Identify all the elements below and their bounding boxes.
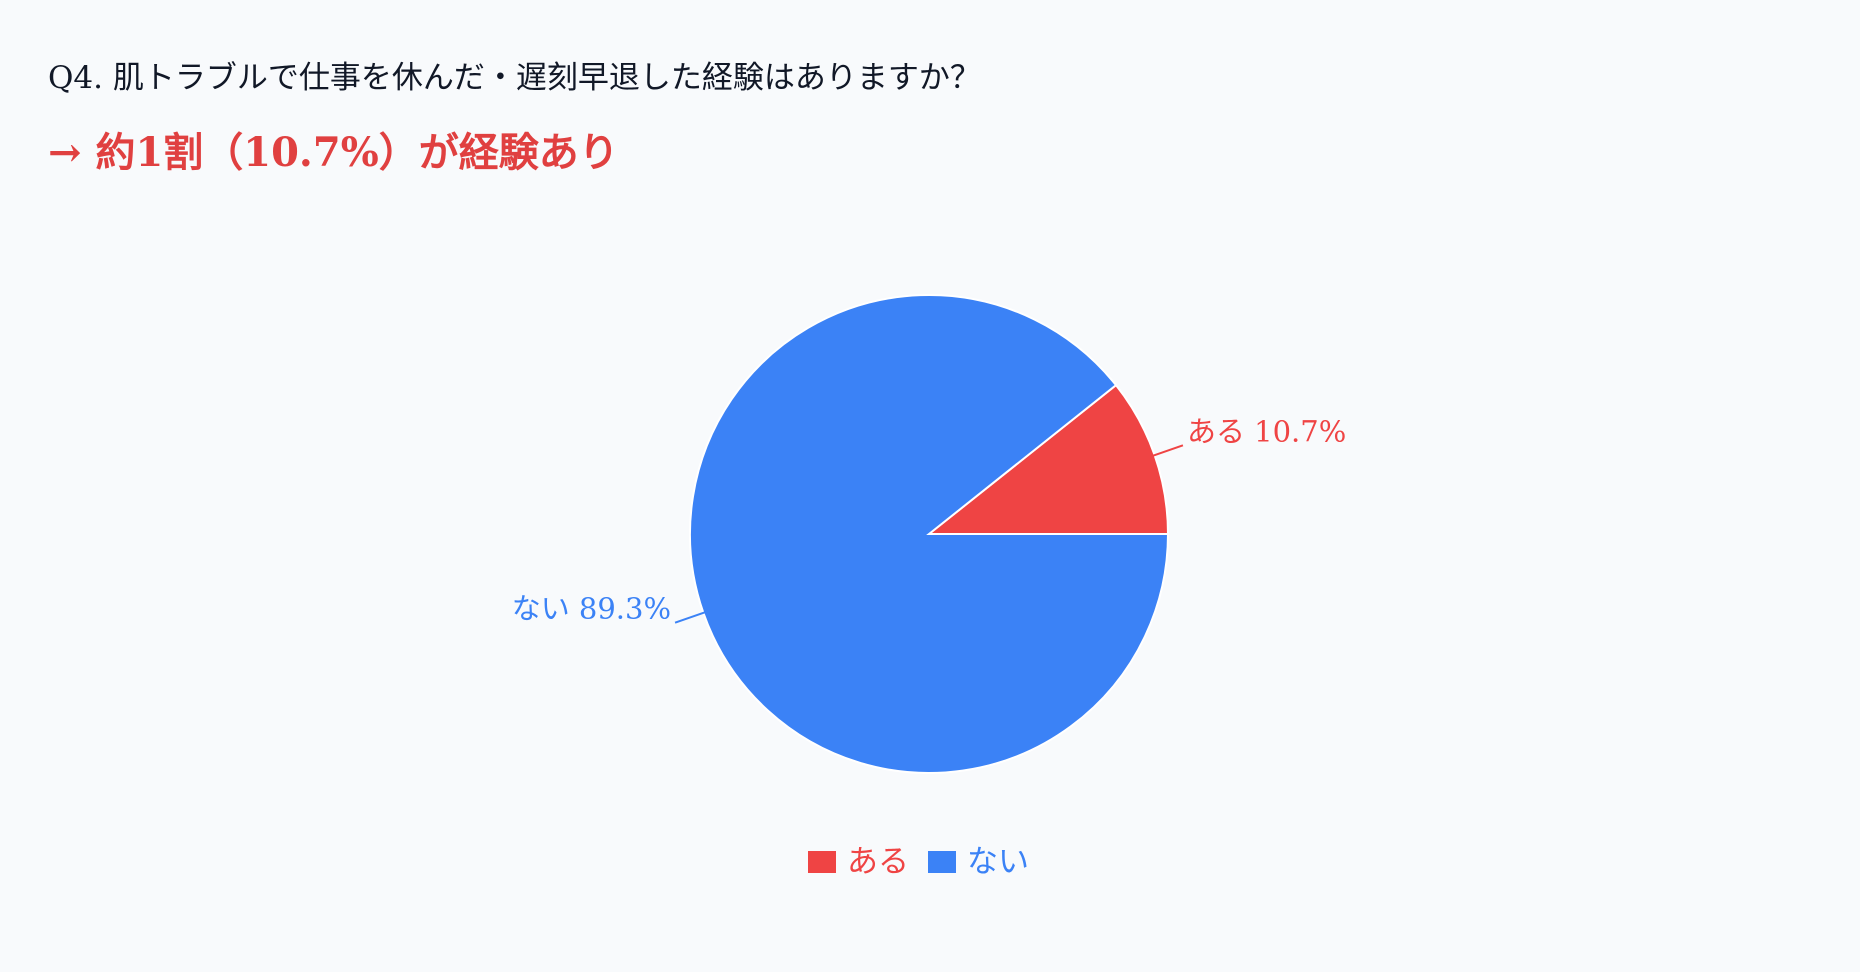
pie-leader-line (1152, 444, 1184, 457)
pie-labels: ある 10.7% ない 89.3% (512, 414, 1347, 625)
pie-slice-2 (689, 294, 1170, 774)
legend-label: ない (967, 844, 1029, 880)
chart-legend: ある ない (808, 844, 1029, 880)
pie-leader-line (674, 611, 706, 624)
pie-slices (689, 294, 1170, 774)
legend-label: ある (847, 844, 909, 880)
legend-swatch (928, 851, 956, 873)
pie-data-label: ある 10.7% (1187, 414, 1346, 448)
question-title: Q4. 肌トラブルで仕事を休んだ・遅刻早退した経験はありますか？ (48, 60, 981, 96)
pie-data-label: ない 89.3% (512, 592, 671, 626)
headline-finding: → 約1割（10.7%）が経験あり (48, 129, 619, 176)
legend-swatch (808, 851, 836, 873)
